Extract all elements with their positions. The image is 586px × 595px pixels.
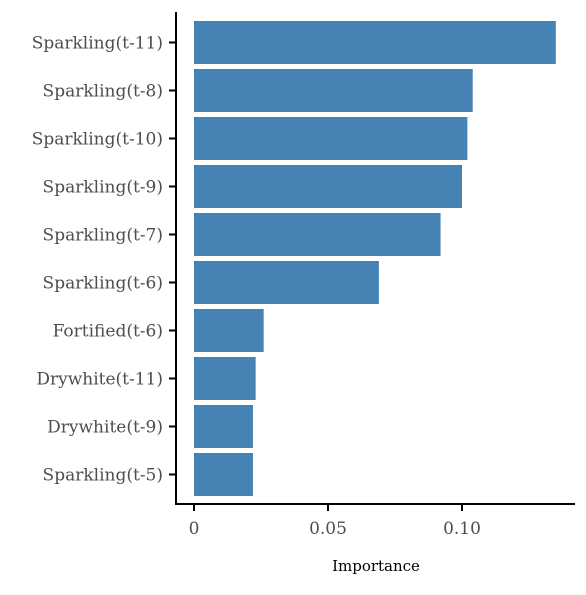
y-axis: Sparkling(t-11) Sparkling(t-8) Sparkling(t… [32,12,177,504]
y-tick-label: Sparkling(t-10) [32,130,163,150]
bar [194,405,253,448]
y-tick-label: Drywhite(t-9) [47,418,163,438]
x-tick-label: 0.10 [443,519,481,539]
bar [194,21,556,64]
x-tick-label: 0 [189,519,200,539]
y-tick-label: Drywhite(t-11) [36,370,163,390]
y-tick-label: Sparkling(t-9) [43,178,163,198]
bar [194,261,379,304]
y-tick-label: Sparkling(t-11) [32,34,163,54]
y-tick-label: Sparkling(t-8) [43,82,163,102]
bar [194,165,462,208]
bar [194,453,253,496]
bar [194,117,468,160]
x-axis-title: Importance [332,557,420,575]
bar [194,69,473,112]
bar [194,213,441,256]
y-tick-label: Sparkling(t-5) [43,466,163,486]
x-tick-label: 0.05 [309,519,347,539]
bar [194,357,256,400]
x-axis: 0 0.05 0.10 [175,503,575,539]
y-tick-label: Sparkling(t-7) [43,226,163,246]
bars-group [194,21,556,496]
y-tick-label: Fortified(t-6) [53,322,163,342]
bar [194,309,264,352]
y-tick-label: Sparkling(t-6) [43,274,163,294]
